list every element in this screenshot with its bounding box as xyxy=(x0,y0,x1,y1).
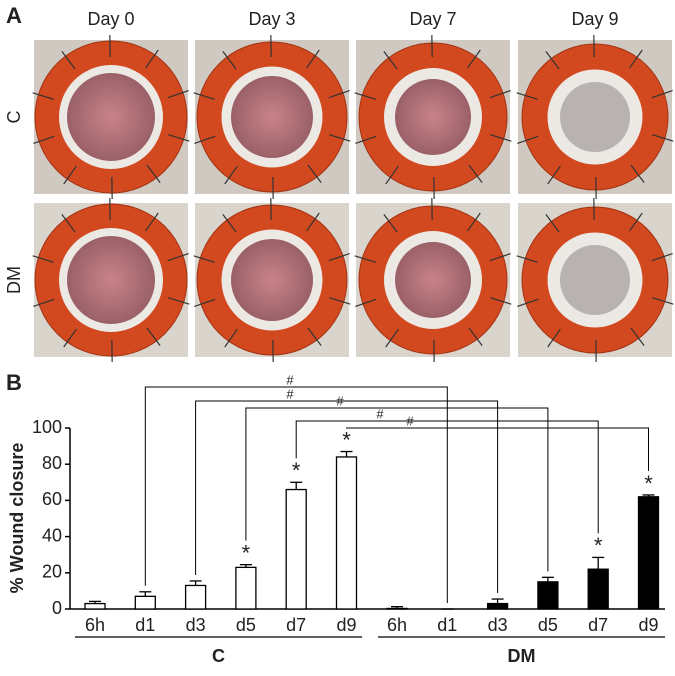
bar xyxy=(337,457,357,609)
column-label: Day 9 xyxy=(571,9,618,29)
group-label: DM xyxy=(508,646,536,666)
comparison-label: # xyxy=(376,406,384,421)
y-tick-label: 20 xyxy=(42,562,62,582)
significance-marker: * xyxy=(644,471,653,496)
column-label: Day 3 xyxy=(248,9,295,29)
x-tick-label: d1 xyxy=(135,615,155,635)
y-tick-label: 60 xyxy=(42,489,62,509)
wound xyxy=(395,79,471,155)
y-tick-label: 40 xyxy=(42,525,62,545)
row-label: DM xyxy=(4,266,24,294)
column-label: Day 7 xyxy=(409,9,456,29)
x-tick-label: d7 xyxy=(286,615,306,635)
x-tick-label: d7 xyxy=(588,615,608,635)
x-tick-label: 6h xyxy=(85,615,105,635)
bar xyxy=(488,604,508,609)
bar xyxy=(387,608,407,609)
row-label: C xyxy=(4,111,24,124)
x-tick-label: d3 xyxy=(488,615,508,635)
bar xyxy=(588,569,608,609)
y-axis-label: % Wound closure xyxy=(7,443,27,594)
significance-marker: * xyxy=(594,533,603,558)
bar xyxy=(186,585,206,609)
significance-marker: * xyxy=(342,427,351,452)
wound xyxy=(231,76,313,158)
wound xyxy=(395,242,471,318)
x-tick-label: d5 xyxy=(236,615,256,635)
panel-label: A xyxy=(6,3,22,28)
significance-marker: * xyxy=(292,458,301,483)
x-tick-label: d1 xyxy=(437,615,457,635)
comparison-label: # xyxy=(336,393,344,408)
y-tick-label: 100 xyxy=(32,417,62,437)
comparison-label: # xyxy=(286,386,294,401)
y-tick-label: 0 xyxy=(52,598,62,618)
x-tick-label: 6h xyxy=(387,615,407,635)
comparison-label: # xyxy=(406,413,414,428)
bar xyxy=(236,567,256,609)
significance-marker: * xyxy=(242,540,251,565)
panel-label: B xyxy=(6,370,22,395)
bar xyxy=(538,582,558,609)
bar xyxy=(135,596,155,609)
wound xyxy=(67,73,155,161)
bar xyxy=(639,497,659,609)
group-label: C xyxy=(212,646,225,666)
comparison-label: # xyxy=(286,372,294,387)
wound xyxy=(231,239,313,321)
column-label: Day 0 xyxy=(87,9,134,29)
wound xyxy=(67,236,155,324)
x-tick-label: d3 xyxy=(186,615,206,635)
wound xyxy=(560,82,630,152)
bar xyxy=(286,490,306,609)
x-tick-label: d9 xyxy=(638,615,658,635)
bar xyxy=(85,604,105,609)
y-tick-label: 80 xyxy=(42,453,62,473)
wound xyxy=(560,245,630,315)
x-tick-label: d5 xyxy=(538,615,558,635)
x-tick-label: d9 xyxy=(336,615,356,635)
